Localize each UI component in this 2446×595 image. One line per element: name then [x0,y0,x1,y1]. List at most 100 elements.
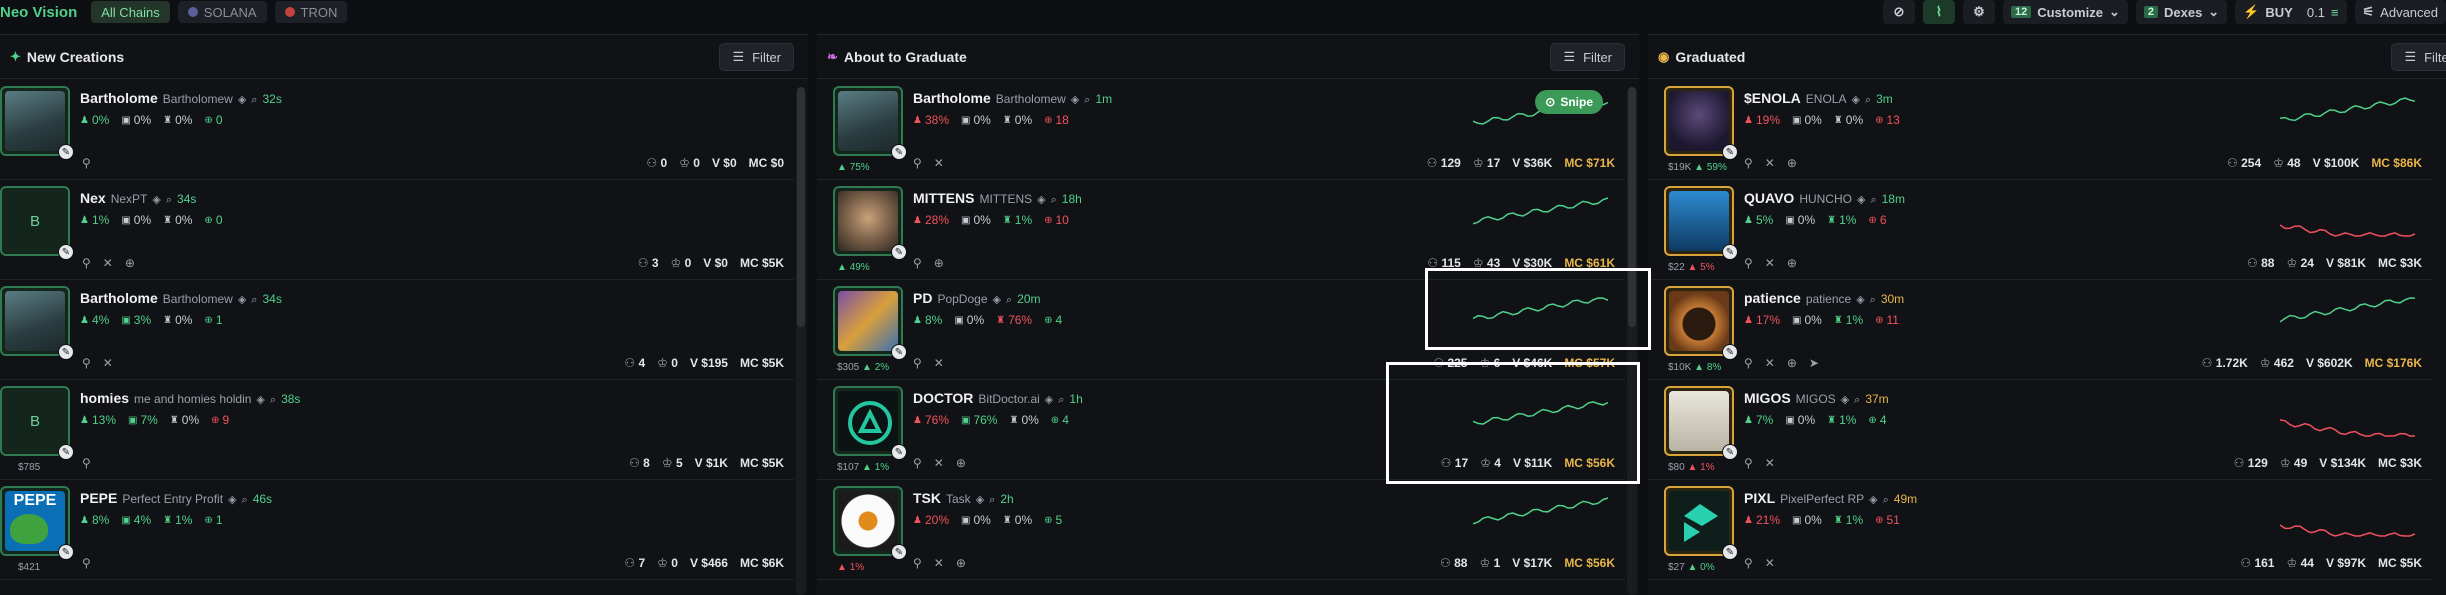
copy-icon[interactable]: ◈ [992,294,1001,306]
token-avatar[interactable] [1664,286,1734,356]
token-avatar[interactable] [833,86,903,156]
token-row[interactable]: ✎ $80 ▲ 1% MIGOS MIGOS ◈ ⌕ 37m ♟ 7% ▣ 0% ♜ 1% ⊕ 4 ⚲ ✕ ⚇ 1… [1648,380,2432,480]
token-row[interactable]: ✎ $305 ▲ 2% PD PopDoge ◈ ⌕ 20m ♟ 8% ▣ 0% ♜ 76% ⊕ 4 ⚲ ✕ ⚇ … [817,280,1625,380]
copy-icon[interactable]: ◈ [975,494,985,506]
token-avatar[interactable] [833,186,903,256]
quick-buy[interactable]: ⚡ BUY 0.1 ≡ [2235,0,2347,24]
token-avatar[interactable] [833,386,903,456]
copy-icon[interactable]: ◈ [152,194,161,206]
copy-icon[interactable]: ◈ [256,394,265,406]
search-icon[interactable]: ⌕ [241,494,248,506]
advanced-button[interactable]: ⚟ Advanced [2354,0,2446,24]
search-icon[interactable]: ⌕ [269,394,277,406]
link-icon[interactable]: ⚲ [1744,556,1753,570]
search-icon[interactable]: ⌕ [1869,294,1876,306]
token-avatar[interactable] [833,486,903,556]
filter-button[interactable]: ☰ Filter [2391,43,2446,71]
copy-icon[interactable]: ◈ [237,294,247,306]
search-icon[interactable]: ⌕ [251,94,258,106]
price-sparkline[interactable] [1473,492,1613,542]
copy-icon[interactable]: ◈ [1840,394,1850,406]
token-avatar[interactable]: PEPE [0,486,70,556]
copy-icon[interactable]: ◈ [237,94,247,106]
token-row[interactable]: ✎ $19K ▲ 59% $ENOLA ENOLA ◈ ⌕ 3m ♟ 19% ▣ 0% ♜ 0% ⊕ 13 ⚲… [1648,80,2432,180]
search-icon[interactable]: ⌕ [1058,394,1065,406]
search-icon[interactable]: ⌕ [1864,94,1872,106]
link-icon[interactable]: ⚲ [1744,256,1753,270]
token-avatar[interactable] [1664,486,1734,556]
token-avatar[interactable] [0,86,70,156]
globe-icon[interactable]: ⊕ [1786,156,1797,170]
settings-button[interactable]: ⚙ [1962,0,1995,24]
link-icon[interactable]: ⚲ [913,556,922,570]
scrollbar-thumb[interactable] [1628,87,1636,327]
search-icon[interactable]: ⌕ [165,194,173,206]
scrollbar[interactable] [1627,87,1637,595]
filter-button[interactable]: ☰ Filter [719,43,794,71]
globe-icon[interactable]: ⊕ [955,556,966,570]
token-avatar[interactable]: B [0,186,70,256]
token-avatar[interactable]: B [0,386,70,456]
x-twitter-icon[interactable]: ✕ [1764,356,1775,370]
filter-button[interactable]: ☰ Filter [1550,43,1625,71]
price-sparkline[interactable] [2280,192,2420,242]
link-icon[interactable]: ⚲ [913,356,922,370]
copy-icon[interactable]: ◈ [1851,94,1860,106]
link-icon[interactable]: ⚲ [82,556,91,570]
globe-icon[interactable]: ⊕ [933,256,944,270]
price-sparkline[interactable] [2280,492,2420,542]
price-sparkline[interactable] [1473,392,1613,442]
search-icon[interactable]: ⌕ [1084,94,1091,106]
link-icon[interactable]: ⚲ [913,156,922,170]
chain-filter-all[interactable]: All Chains [91,1,170,23]
telegram-icon[interactable]: ➤ [1808,356,1819,370]
link-icon[interactable]: ⚲ [1744,156,1753,170]
globe-icon[interactable]: ⊕ [1786,356,1797,370]
customize-button[interactable]: 12 Customize ⌄ [2002,0,2128,24]
globe-icon[interactable]: ⊕ [1786,256,1797,270]
token-row[interactable]: ✎ $10K ▲ 8% patience patience ◈ ⌕ 30m ♟ 17% ▣ 0% ♜ 1… [1648,280,2432,380]
price-sparkline[interactable] [2280,392,2420,442]
copy-icon[interactable]: ◈ [1869,494,1878,506]
scrollbar-thumb[interactable] [797,87,805,327]
search-icon[interactable]: ⌕ [1050,194,1057,206]
token-row[interactable]: B ✎ $785 homies me and homies holdin ◈ ⌕ 38s ♟ 13… [0,380,794,480]
x-twitter-icon[interactable]: ✕ [933,356,944,370]
token-avatar[interactable] [0,286,70,356]
search-icon[interactable]: ⌕ [1854,394,1861,406]
dexes-button[interactable]: 2 Dexes ⌄ [2135,0,2228,24]
snipe-button[interactable]: ⊙ Snipe [1535,90,1603,114]
copy-icon[interactable]: ◈ [1856,294,1865,306]
x-twitter-icon[interactable]: ✕ [102,256,113,270]
link-icon[interactable]: ⚲ [1744,356,1753,370]
x-twitter-icon[interactable]: ✕ [1764,256,1775,270]
x-twitter-icon[interactable]: ✕ [1764,456,1775,470]
search-icon[interactable]: ⌕ [989,494,996,506]
x-twitter-icon[interactable]: ✕ [933,156,944,170]
x-twitter-icon[interactable]: ✕ [102,356,113,370]
link-icon[interactable]: ⚲ [82,156,91,170]
token-avatar[interactable] [1664,86,1734,156]
link-icon[interactable]: ⚲ [82,456,91,470]
copy-icon[interactable]: ◈ [1070,94,1080,106]
token-row[interactable]: ✎ $22 ▲ 5% QUAVO HUNCHO ◈ ⌕ 18m ♟ 5% ▣ 0% ♜ 1% ⊕ 6 ⚲ ✕ ⊕ ⚇… [1648,180,2432,280]
chart-toggle-button[interactable]: ⌇ [1922,0,1955,24]
link-icon[interactable]: ⚲ [913,456,922,470]
search-icon[interactable]: ⌕ [1870,194,1877,206]
token-row[interactable]: ✎ $107 ▲ 1% DOCTOR BitDoctor.ai ◈ ⌕ 1h ♟ 76% ▣ 76%… [817,380,1625,480]
token-row[interactable]: ✎ $27 ▲ 0% PIXL PixelPerfect RP ◈ ⌕ 49m ♟ 21% ▣ 0%… [1648,480,2432,580]
price-sparkline[interactable] [1473,192,1613,242]
token-row[interactable]: ✎ Bartholome Bartholomew ◈ ⌕ 32s ♟ 0% ▣ 0% ♜ 0% ⊕ 0 ⚲ ⚇… [0,80,794,180]
globe-icon[interactable]: ⊕ [955,456,966,470]
link-icon[interactable]: ⚲ [1744,456,1753,470]
token-avatar[interactable] [1664,186,1734,256]
chain-filter-solana[interactable]: SOLANA [177,1,267,23]
x-twitter-icon[interactable]: ✕ [1764,156,1775,170]
search-icon[interactable]: ⌕ [251,294,258,306]
link-icon[interactable]: ⚲ [913,256,922,270]
copy-icon[interactable]: ◈ [1856,194,1866,206]
copy-icon[interactable]: ◈ [228,494,237,506]
price-sparkline[interactable] [2280,292,2420,342]
